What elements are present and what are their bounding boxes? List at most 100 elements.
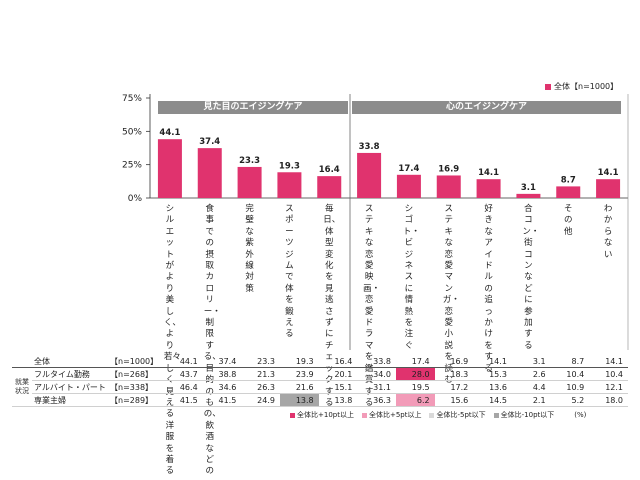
table-cell: 34.0 [357,367,396,381]
table-row: 就業状況 フルタイム勤務 【n=268】 43.7 38.8 21.3 23.9 20.1 34… [12,367,628,407]
table-cell: 21.3 [241,367,280,381]
table-cell: 15.6 [434,393,474,407]
note-swatch-high10 [290,412,295,418]
table-cell: 19.3 [279,355,319,368]
table-cell: 3.1 [511,355,551,368]
data-label: 37.4 [199,137,220,147]
table-cell: 41.5 [164,393,203,407]
table-cell: 44.1 [164,355,203,368]
table-cell: 38.8 [202,367,242,381]
table-cell: 8.7 [550,355,590,368]
table-cell: 10.4 [589,367,628,381]
table-cell: 34.6 [202,380,242,394]
row-n: 【n=338】 [108,380,164,394]
table-cell: 5.2 [550,393,590,407]
table-cell: 26.3 [241,380,280,394]
category-label: シルエットがより美しく、より若々しく見える洋服を着る [163,204,181,477]
table-cell: 16.9 [434,355,474,368]
data-label: 14.1 [478,168,499,178]
table-cell: 41.5 [202,393,242,407]
data-label: 16.4 [319,165,340,175]
data-label: 16.9 [438,164,459,174]
note-swatch-low5 [429,412,435,418]
table-cell: 13.8 [279,393,319,407]
table-cell: 36.3 [357,393,396,407]
category-label: わからない [603,204,613,260]
table-cell: 20.1 [318,367,358,381]
table-cell: 14.1 [589,355,628,368]
table-cell: 13.8 [318,393,358,407]
table-cell: 16.4 [318,355,358,368]
table-cell: 2.6 [511,367,551,381]
bar [197,148,222,198]
section-header-appearance: 見た目のエイジングケア [158,101,348,114]
note-high5: 全体比+5pt以上 [368,411,422,419]
row-n: 【n=268】 [108,367,164,381]
table-cell: 14.1 [473,355,512,368]
data-label: 19.3 [279,161,300,171]
category-label: 合コン・街コンなどに参加する [522,204,540,351]
y-tick-label: 75% [122,94,142,104]
table-row: アルバイト・パート 【n=338】 46.4 34.6 26.3 21.6 15.1 31.1… [12,380,628,394]
data-label: 33.8 [359,142,380,152]
table-cell: 33.8 [357,355,396,368]
section-header-mind: 心のエイジングケア [352,101,621,114]
group-label: 就業状況 [12,367,32,407]
table-cell: 24.9 [241,393,280,407]
bar [436,175,461,198]
data-label: 17.4 [398,164,419,174]
data-label: 44.1 [159,128,180,138]
category-label: シゴト・ビジネスに情熱を注ぐ [402,204,420,351]
table-row: 専業主婦 【n=289】 41.5 41.5 24.9 13.8 13.8 36.3 6.2 15… [12,393,628,407]
bar [357,152,382,198]
table-cell: 12.1 [589,380,628,394]
table-cell: 14.5 [473,393,512,407]
row-n: 【n=1000】 [108,355,164,368]
data-label: 14.1 [598,168,619,178]
table-cell: 10.4 [550,367,590,381]
table-cell: 43.7 [164,367,203,381]
table-cell: 15.3 [473,367,512,381]
row-n: 【n=289】 [108,393,164,407]
table-cell: 15.1 [318,380,358,394]
table-cell: 6.2 [395,393,435,407]
bar [596,179,621,198]
note-swatch-low10 [493,412,499,418]
table-cell: 2.1 [511,393,551,407]
note-low10: 全体比-10pt以下 [500,411,555,419]
table-cell: 13.6 [473,380,512,394]
legend-label: 全体【n=1000】 [554,82,619,91]
table-cell: 23.3 [241,355,280,368]
table-cell: 4.4 [511,380,551,394]
table-cell: 23.9 [279,367,319,381]
bar [476,179,501,198]
y-tick-label: 25% [122,161,142,171]
table-cell: 28.0 [395,367,435,381]
table-cell: 19.5 [395,380,435,394]
table-cell: 21.6 [279,380,319,394]
data-label: 3.1 [521,183,536,193]
y-tick-label: 50% [122,127,142,137]
data-label: 23.3 [239,156,260,166]
crosstab-table: 全体 【n=1000】 44.1 37.4 23.3 19.3 16.4 33.8 17.4 16… [12,355,628,407]
row-label: 全体 [32,355,108,368]
bar [556,186,581,198]
highlight-legend: 全体比+10pt以上 全体比+5pt以上 全体比-5pt以下 全体比-10pt以… [290,410,586,420]
table-cell: 31.1 [357,380,396,394]
category-label: 食事での摂取カロリー・制限する、目的のもの、飲酒などの [203,204,221,477]
table-cell: 10.9 [550,380,590,394]
unit-label: (%) [574,411,587,419]
y-tick-label: 0% [128,194,143,204]
group-cell [12,355,32,368]
table-cell: 17.2 [434,380,474,394]
bar [157,139,182,198]
bar [317,176,342,198]
category-label: スポーツジムで体を鍛える [285,204,294,340]
table-cell: 17.4 [395,355,435,368]
row-label: アルバイト・パート [32,380,108,394]
note-swatch-high5 [361,412,367,418]
table-row: 全体 【n=1000】 44.1 37.4 23.3 19.3 16.4 33.8 17.4 16… [12,355,628,368]
category-label: 完璧な紫外線対策 [245,204,254,294]
row-label: フルタイム勤務 [32,367,108,381]
